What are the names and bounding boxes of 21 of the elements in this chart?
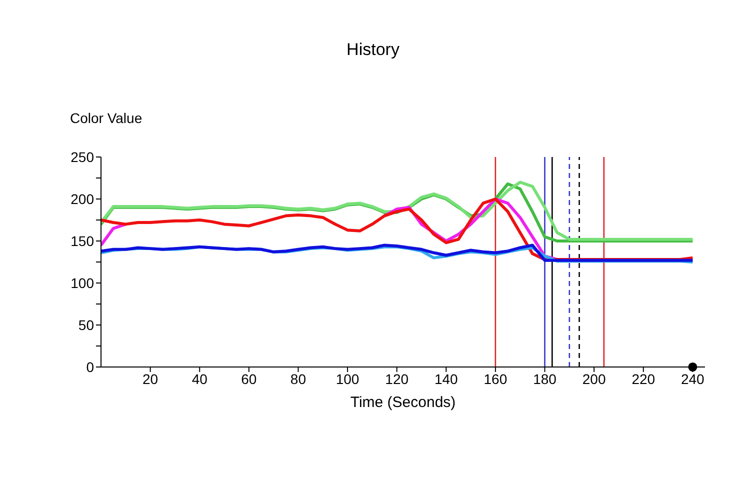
y-tick-label: 200	[70, 190, 94, 207]
x-tick-label: 60	[241, 370, 257, 387]
x-tick-label: 100	[336, 370, 360, 387]
x-tick-label: 220	[632, 370, 656, 387]
x-tick-label: 80	[290, 370, 306, 387]
x-tick-label: 140	[434, 370, 458, 387]
chart-title: History	[346, 40, 400, 60]
x-tick-label: 160	[484, 370, 508, 387]
x-tick-label: 200	[582, 370, 606, 387]
y-tick-label: 250	[70, 148, 94, 165]
x-tick-label: 240	[680, 370, 705, 387]
y-tick-label: 50	[78, 316, 94, 333]
x-axis-title: Time (Seconds)	[350, 394, 456, 411]
x-tick-label: 40	[192, 370, 208, 387]
y-tick-label: 0	[86, 358, 94, 375]
x-tick-label: 120	[385, 370, 409, 387]
y-axis-title: Color Value	[70, 110, 142, 126]
y-tick-label: 100	[70, 274, 94, 291]
y-tick-label: 150	[70, 232, 94, 249]
x-tick-label: 20	[142, 370, 158, 387]
x-tick-label: 180	[533, 370, 557, 387]
